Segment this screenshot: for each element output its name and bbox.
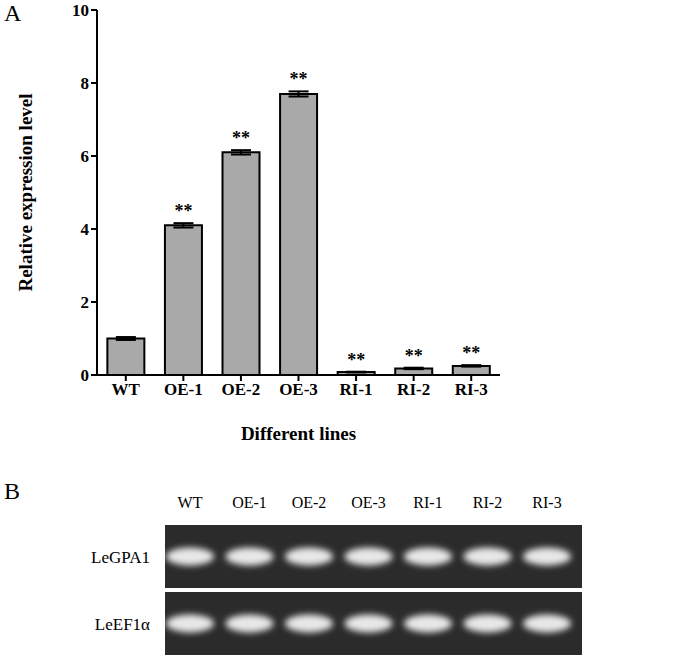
svg-text:**: ** bbox=[174, 201, 192, 221]
svg-text:OE-1: OE-1 bbox=[232, 494, 267, 511]
html-text:B: B bbox=[4, 478, 20, 504]
svg-text:Relative expression level: Relative expression level bbox=[15, 93, 36, 291]
svg-text:OE-3: OE-3 bbox=[351, 494, 386, 511]
svg-text:LeGPA1: LeGPA1 bbox=[91, 548, 150, 567]
svg-text:WT: WT bbox=[112, 380, 141, 399]
svg-text:2: 2 bbox=[81, 293, 90, 312]
svg-text:**: ** bbox=[462, 343, 480, 363]
html-text:A: A bbox=[4, 0, 22, 26]
svg-text:RI-3: RI-3 bbox=[455, 380, 488, 399]
svg-text:**: ** bbox=[232, 128, 250, 148]
svg-text:RI-3: RI-3 bbox=[532, 494, 561, 511]
svg-text:OE-2: OE-2 bbox=[222, 380, 261, 399]
svg-text:8: 8 bbox=[81, 74, 90, 93]
svg-text:RI-2: RI-2 bbox=[473, 494, 502, 511]
svg-text:4: 4 bbox=[81, 220, 90, 239]
svg-text:RI-2: RI-2 bbox=[397, 380, 430, 399]
svg-text:0: 0 bbox=[81, 366, 90, 385]
svg-text:6: 6 bbox=[81, 147, 90, 166]
svg-text:Different lines: Different lines bbox=[241, 423, 356, 444]
svg-text:**: ** bbox=[290, 69, 308, 89]
svg-text:OE-3: OE-3 bbox=[279, 380, 318, 399]
svg-text:LeEF1α: LeEF1α bbox=[95, 615, 150, 634]
svg-text:RI-1: RI-1 bbox=[340, 380, 373, 399]
svg-text:10: 10 bbox=[72, 1, 89, 20]
svg-text:**: ** bbox=[405, 346, 423, 366]
svg-text:**: ** bbox=[347, 350, 365, 370]
svg-text:OE-1: OE-1 bbox=[164, 380, 203, 399]
svg-text:RI-1: RI-1 bbox=[413, 494, 442, 511]
svg-text:OE-2: OE-2 bbox=[292, 494, 327, 511]
svg-text:WT: WT bbox=[178, 494, 203, 511]
